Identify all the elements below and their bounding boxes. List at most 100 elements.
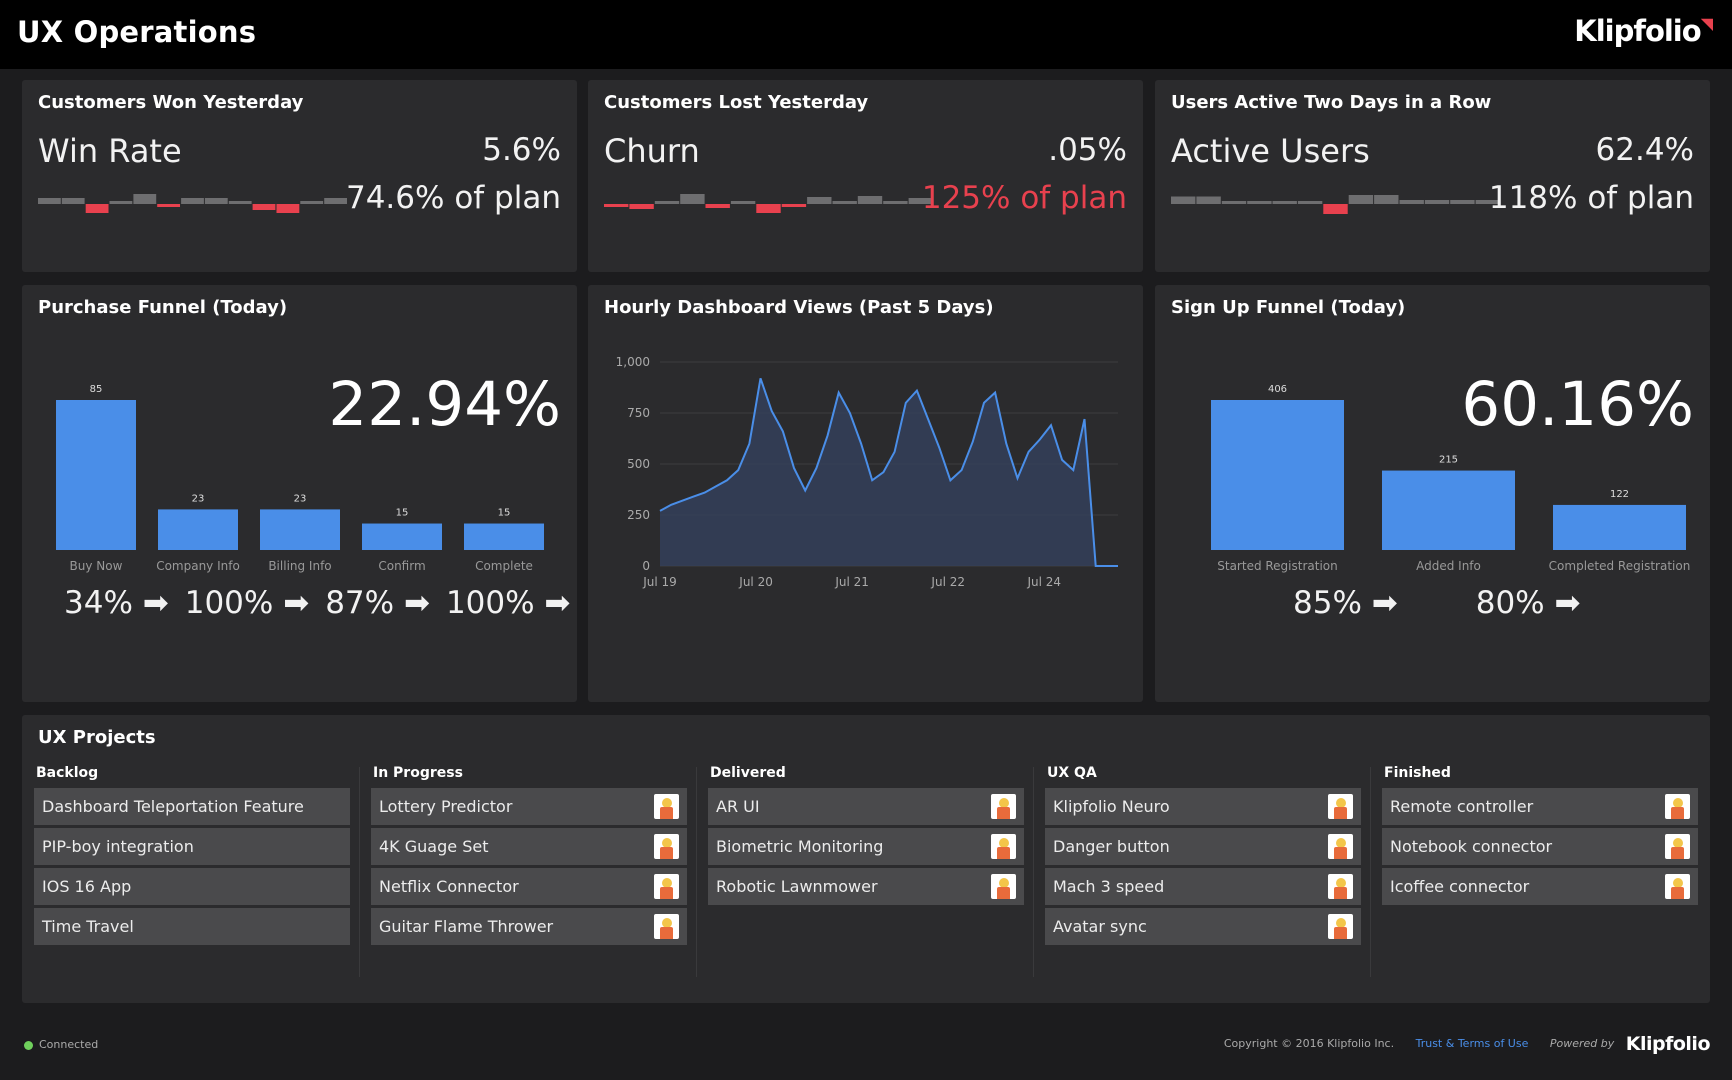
- project-card[interactable]: IOS 16 App: [34, 868, 350, 905]
- project-card[interactable]: Danger button: [1045, 828, 1361, 865]
- copyright-text: Copyright © 2016 Klipfolio Inc.: [1223, 1037, 1395, 1050]
- spark-bar: [629, 204, 654, 209]
- project-name: Icoffee connector: [1390, 877, 1530, 896]
- spark-bar: [680, 194, 705, 204]
- funnel-bar: [1553, 504, 1686, 550]
- spark-bar: [1171, 196, 1196, 204]
- project-name: Klipfolio Neuro: [1053, 797, 1170, 816]
- signup-funnel-chart: 406 Started Registration 215 Added Info 122 C…: [1211, 384, 1690, 573]
- signup-funnel-panel[interactable]: Sign Up Funnel (Today) 60.16% 406 Started…: [1155, 285, 1710, 702]
- logo-mark-icon: ◥: [1700, 14, 1713, 33]
- project-card[interactable]: AR UI: [708, 788, 1024, 825]
- project-name: Remote controller: [1390, 797, 1534, 816]
- spark-bar: [1475, 200, 1500, 204]
- column-title: UX QA: [1047, 765, 1097, 781]
- spark-bar: [1196, 196, 1221, 204]
- step-rate: 87% ➡: [325, 585, 430, 621]
- panel-title: Customers Won Yesterday: [38, 92, 304, 113]
- spark-bar: [61, 198, 85, 204]
- funnel-conversion-value: 60.16%: [1461, 369, 1694, 440]
- assignee-avatar-icon: [1665, 834, 1690, 859]
- funnel-conversion-value: 22.94%: [328, 369, 561, 440]
- project-name: Dashboard Teleportation Feature: [42, 797, 304, 816]
- sparkline-chart: [38, 194, 347, 213]
- assignee-avatar-icon: [1328, 914, 1353, 939]
- y-tick-label: 0: [642, 559, 650, 573]
- panel-title: Customers Lost Yesterday: [604, 92, 869, 113]
- plan-percentage: 118% of plan: [1488, 180, 1694, 216]
- assignee-avatar-icon: [1328, 794, 1353, 819]
- spark-bar: [204, 198, 228, 204]
- project-card[interactable]: Mach 3 speed: [1045, 868, 1361, 905]
- spark-bar: [1272, 201, 1297, 204]
- bar-category-label: Started Registration: [1217, 559, 1338, 573]
- purchase-funnel-panel[interactable]: Purchase Funnel (Today) 22.94% 85 Buy Now…: [22, 285, 577, 702]
- metric-value: .05%: [1048, 132, 1127, 168]
- project-card[interactable]: Lottery Predictor: [371, 788, 687, 825]
- terms-link[interactable]: Trust & Terms of Use: [1415, 1037, 1529, 1050]
- project-name: Guitar Flame Thrower: [379, 917, 554, 936]
- project-name: IOS 16 App: [42, 877, 132, 896]
- status-text: Connected: [39, 1038, 99, 1051]
- project-card[interactable]: Netflix Connector: [371, 868, 687, 905]
- project-column: Finished Remote controller Notebook connec…: [1382, 765, 1698, 905]
- kpi-panel-active-users[interactable]: Users Active Two Days in a Row Active Us…: [1155, 80, 1710, 272]
- metric-value: 62.4%: [1595, 132, 1694, 168]
- spark-bar: [1323, 204, 1348, 214]
- connection-status: Connected: [24, 1038, 98, 1051]
- project-card[interactable]: 4K Guage Set: [371, 828, 687, 865]
- bar-category-label: Buy Now: [70, 559, 123, 573]
- kpi-panel-win-rate[interactable]: Customers Won Yesterday Win Rate 5.6% 74…: [22, 80, 577, 272]
- project-card[interactable]: Guitar Flame Thrower: [371, 908, 687, 945]
- project-card[interactable]: Icoffee connector: [1382, 868, 1698, 905]
- footer-logo[interactable]: Klipfolio: [1625, 1033, 1711, 1055]
- spark-bar: [1247, 201, 1272, 204]
- project-card[interactable]: Klipfolio Neuro: [1045, 788, 1361, 825]
- funnel-bar: [464, 523, 544, 550]
- project-name: Lottery Predictor: [379, 797, 513, 816]
- spark-bar: [181, 198, 204, 204]
- project-card[interactable]: Dashboard Teleportation Feature: [34, 788, 350, 825]
- panel-title: Sign Up Funnel (Today): [1171, 297, 1406, 318]
- project-column: Backlog Dashboard Teleportation Feature PI…: [34, 765, 350, 945]
- spark-bar: [157, 204, 180, 207]
- project-card[interactable]: Remote controller: [1382, 788, 1698, 825]
- spark-bar: [300, 201, 324, 204]
- plan-percentage: 125% of plan: [921, 180, 1127, 216]
- project-name: Netflix Connector: [379, 877, 519, 896]
- spark-bar: [1374, 195, 1399, 204]
- panel-title: UX Projects: [38, 727, 156, 748]
- project-card[interactable]: Biometric Monitoring: [708, 828, 1024, 865]
- spark-bar: [1297, 201, 1323, 204]
- spark-bar: [781, 204, 807, 207]
- spark-bar: [654, 201, 680, 204]
- step-rate: 80% ➡: [1475, 585, 1581, 621]
- panel-title: Hourly Dashboard Views (Past 5 Days): [604, 297, 994, 318]
- x-tick-label: Jul 24: [1026, 575, 1061, 589]
- spark-bar: [883, 201, 908, 204]
- ux-projects-panel[interactable]: UX Projects Backlog Dashboard Teleportati…: [22, 715, 1710, 1003]
- bar-category-label: Added Info: [1416, 559, 1481, 573]
- header-bar: UX Operations Klipfolio◥: [0, 0, 1732, 69]
- project-card[interactable]: Avatar sync: [1045, 908, 1361, 945]
- bar-category-label: Complete: [475, 559, 533, 573]
- column-divider: [359, 767, 360, 977]
- project-name: Danger button: [1053, 837, 1170, 856]
- spark-bar: [38, 198, 61, 204]
- project-card[interactable]: PIP-boy integration: [34, 828, 350, 865]
- project-card[interactable]: Robotic Lawnmower: [708, 868, 1024, 905]
- funnel-bar: [1211, 400, 1344, 550]
- klipfolio-logo[interactable]: Klipfolio◥: [1574, 14, 1713, 48]
- project-name: Avatar sync: [1053, 917, 1147, 936]
- bar-value-label: 15: [396, 508, 409, 519]
- step-rate: 100% ➡: [445, 585, 571, 621]
- metric-label: Win Rate: [38, 132, 182, 170]
- hourly-views-panel[interactable]: Hourly Dashboard Views (Past 5 Days) 0 25…: [588, 285, 1143, 702]
- dashboard-title: UX Operations: [17, 15, 257, 49]
- bar-value-label: 85: [90, 384, 103, 395]
- project-card[interactable]: Time Travel: [34, 908, 350, 945]
- kpi-panel-churn[interactable]: Customers Lost Yesterday Churn .05% 125%…: [588, 80, 1143, 272]
- metric-label: Active Users: [1171, 132, 1370, 170]
- project-card[interactable]: Notebook connector: [1382, 828, 1698, 865]
- step-rate: 100% ➡: [184, 585, 310, 621]
